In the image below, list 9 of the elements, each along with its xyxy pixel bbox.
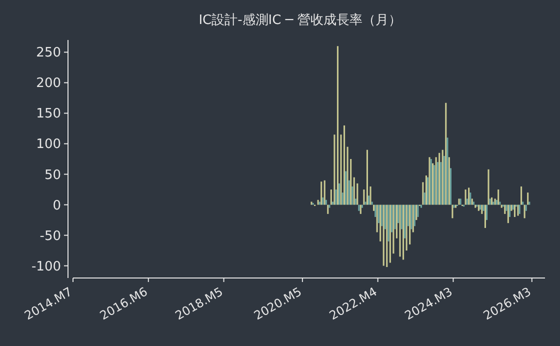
y-tick-label: 250	[36, 46, 61, 61]
y-tick-label: 50	[44, 168, 61, 183]
y-tick-label: 100	[36, 137, 61, 152]
y-tick-label: -100	[31, 259, 61, 274]
y-tick-label: 150	[36, 106, 61, 122]
y-tick-label: 0	[52, 198, 61, 214]
y-tick-label: 200	[36, 76, 61, 92]
y-tick-label: -50	[40, 228, 61, 244]
chart-title: IC設計-感測IC ─ 營收成長率（月）	[198, 12, 402, 28]
